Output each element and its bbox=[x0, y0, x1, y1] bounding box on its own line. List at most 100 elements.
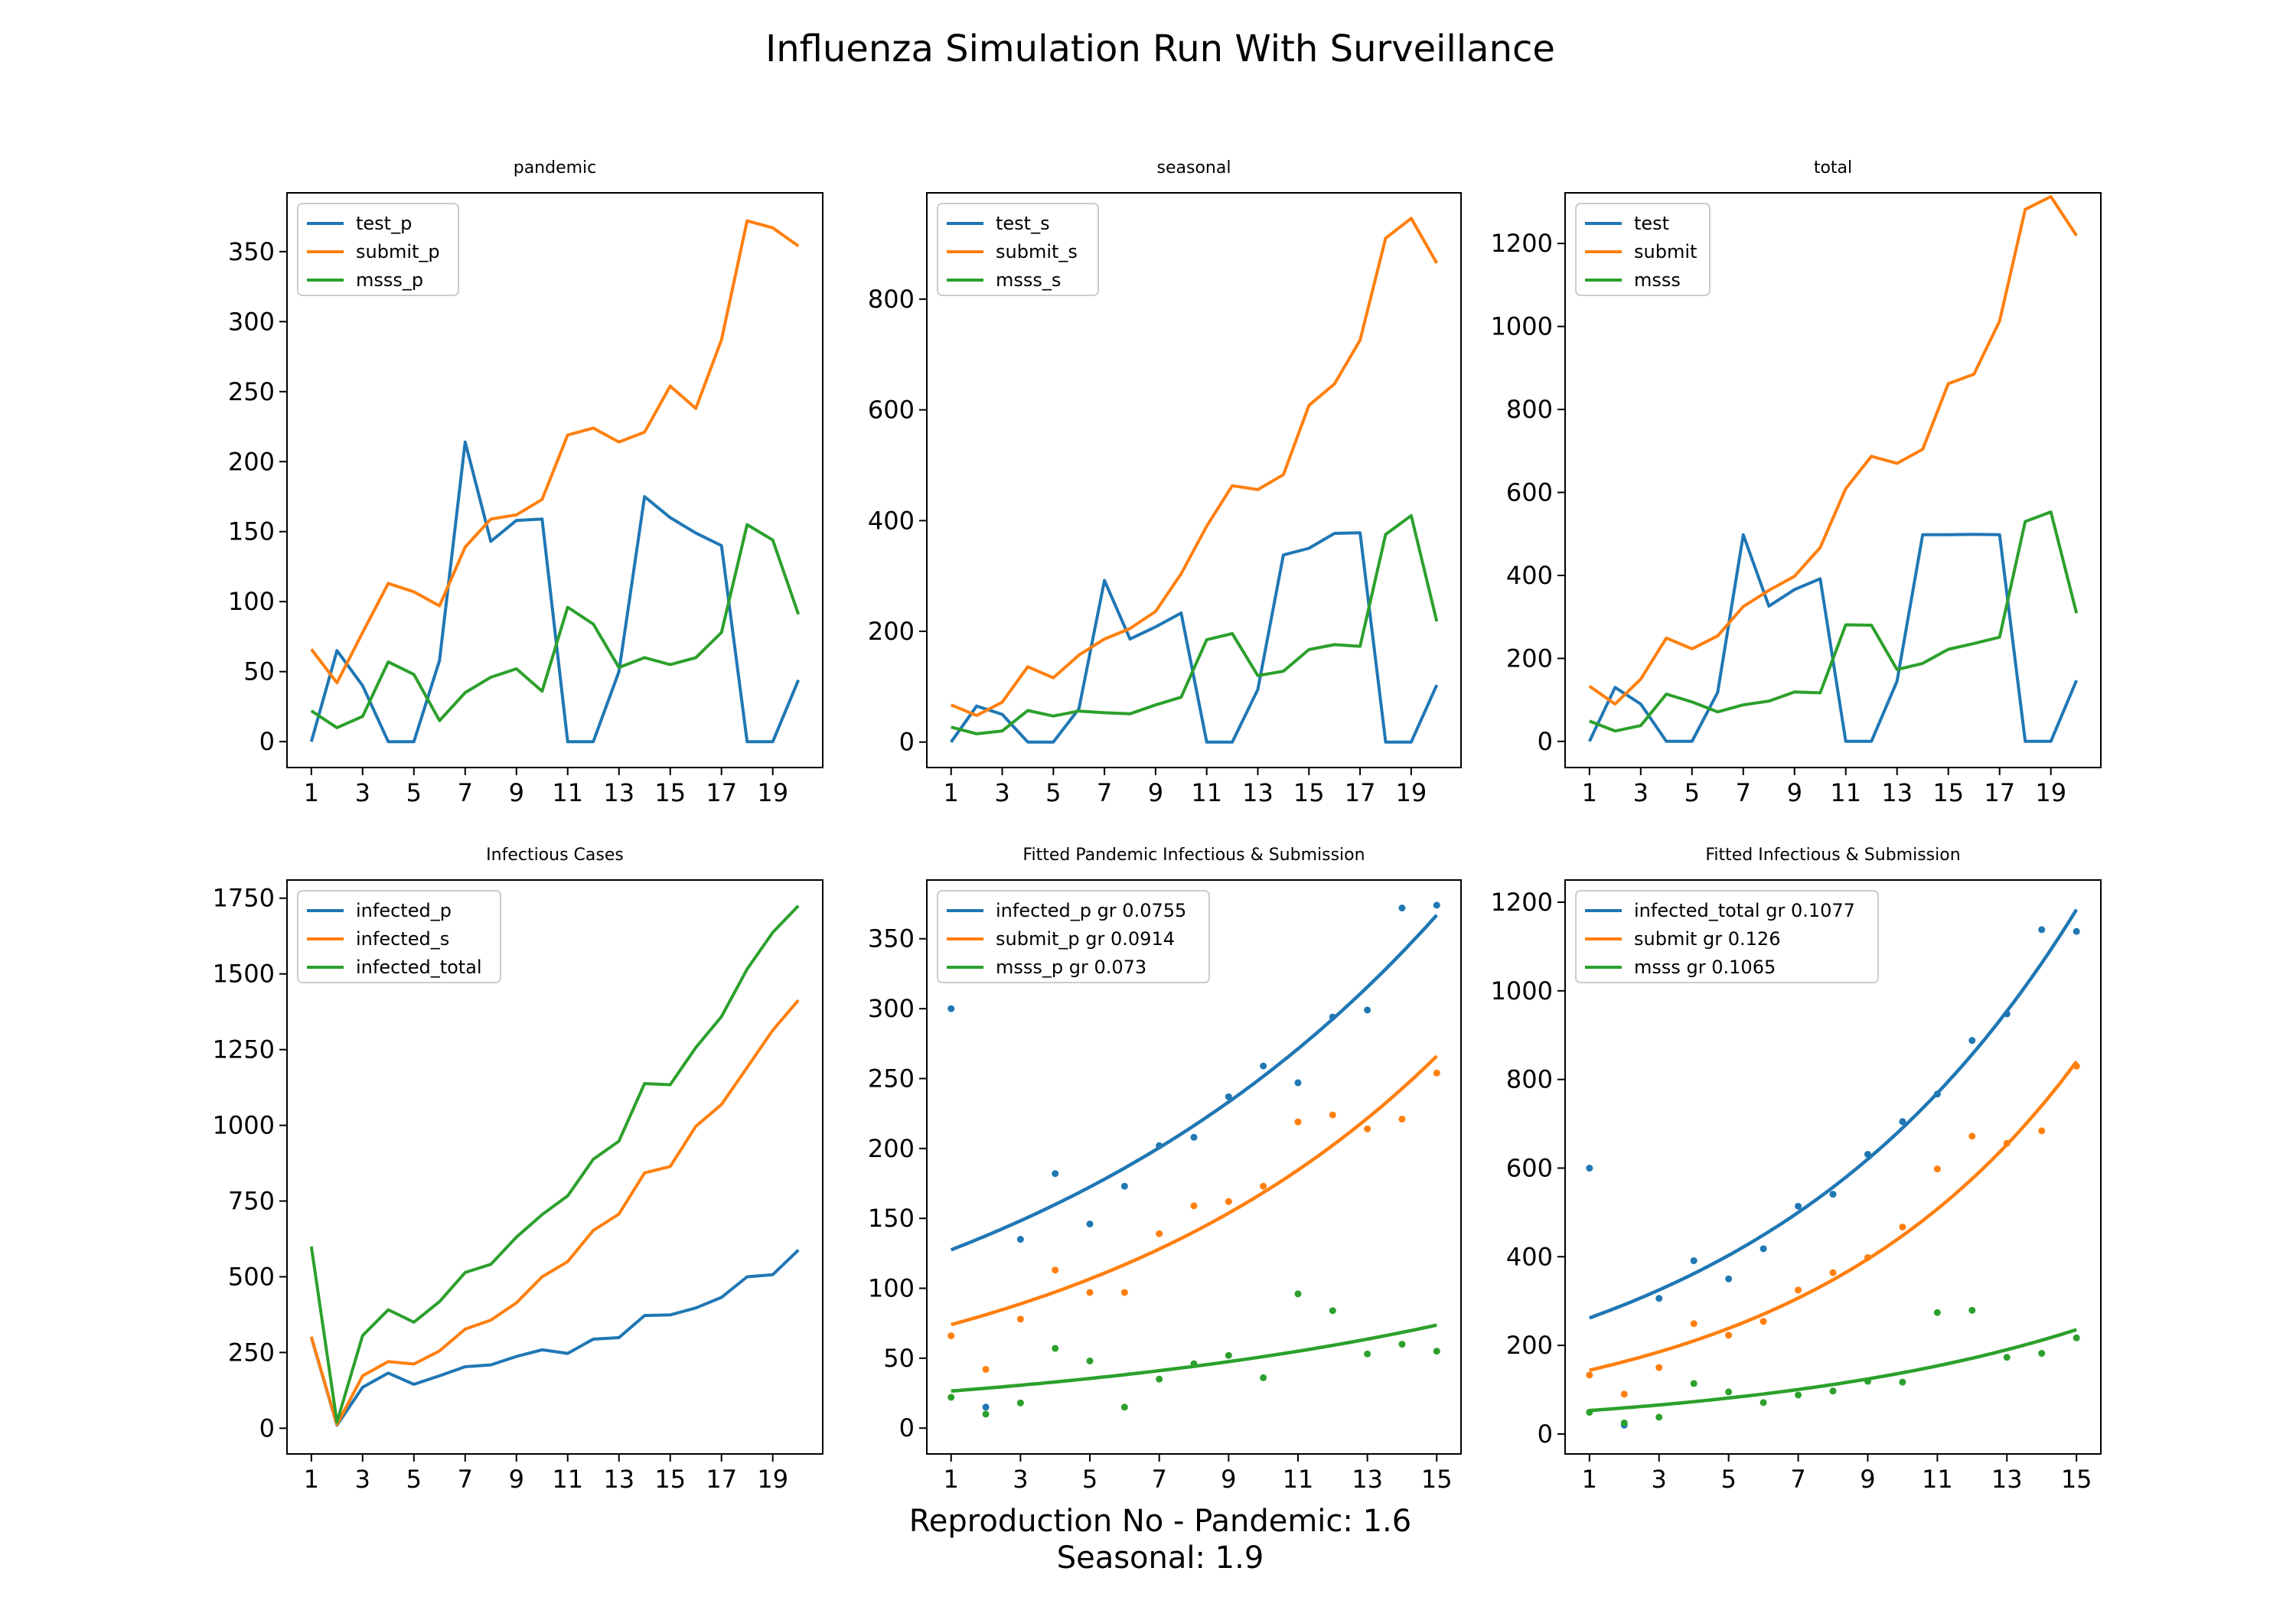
y-tick-label: 600 bbox=[1506, 478, 1553, 507]
y-tick-label: 1000 bbox=[213, 1111, 275, 1140]
y-tick-label: 200 bbox=[228, 447, 275, 476]
x-tick-label: 17 bbox=[706, 778, 737, 807]
legend-box bbox=[297, 890, 501, 983]
legend-label: msss bbox=[1634, 269, 1681, 291]
data-point-submit bbox=[1620, 1390, 1628, 1398]
y-tick-label: 250 bbox=[228, 1338, 275, 1367]
data-point-submit bbox=[1933, 1165, 1941, 1173]
x-tick-label: 3 bbox=[355, 1465, 370, 1494]
fit-curve-submit bbox=[1589, 1060, 2078, 1372]
legend: test_s submit_s msss_s bbox=[937, 203, 1099, 296]
y-tick-label: 750 bbox=[228, 1187, 275, 1216]
y-tick-label: 600 bbox=[1506, 1153, 1553, 1182]
x-tick-label: 15 bbox=[654, 1465, 686, 1494]
y-tick-label: 200 bbox=[868, 617, 915, 646]
subplot-5: Fitted Pandemic Infectious & Submission 1… bbox=[868, 846, 1462, 1494]
y-tick-label: 1000 bbox=[1491, 976, 1553, 1006]
x-tick-label: 11 bbox=[1830, 778, 1861, 807]
data-point-infected_total bbox=[2073, 927, 2080, 935]
data-point-submit_p bbox=[1086, 1289, 1094, 1296]
data-point-submit_p bbox=[1260, 1182, 1267, 1190]
data-point-infected_total bbox=[1899, 1118, 1906, 1126]
legend-label: submit gr 0.126 bbox=[1634, 928, 1780, 950]
data-point-infected_p bbox=[1364, 1006, 1371, 1014]
fit-curve-infected_p bbox=[950, 914, 1438, 1252]
x-tick-label: 9 bbox=[1860, 1465, 1875, 1494]
x-tick-label: 13 bbox=[603, 778, 634, 807]
y-tick-label: 0 bbox=[899, 1413, 915, 1442]
data-point-infected_p bbox=[1398, 905, 1406, 912]
x-tick-label: 9 bbox=[509, 1465, 524, 1494]
figure-title: Influenza Simulation Run With Surveillan… bbox=[765, 28, 1555, 70]
data-point-msss_p bbox=[1052, 1345, 1059, 1352]
fit-curve-submit_p bbox=[951, 1054, 1438, 1327]
legend-box bbox=[937, 203, 1099, 296]
x-tick-label: 13 bbox=[1991, 1465, 2023, 1494]
x-tick-label: 13 bbox=[1352, 1465, 1383, 1494]
data-point-submit_p bbox=[1225, 1198, 1232, 1205]
footer-line-1: Reproduction No - Pandemic: 1.6 bbox=[909, 1504, 1411, 1539]
data-point-msss_p bbox=[1364, 1350, 1371, 1358]
data-point-infected_total bbox=[1968, 1037, 1976, 1045]
data-point-infected_total bbox=[1586, 1164, 1593, 1172]
legend-label: submit_p gr 0.0914 bbox=[996, 928, 1175, 950]
data-point-submit_p bbox=[1052, 1266, 1059, 1274]
x-tick-label: 13 bbox=[603, 1465, 634, 1494]
y-tick-label: 200 bbox=[1506, 1331, 1553, 1360]
data-point-msss_p bbox=[1156, 1375, 1163, 1383]
legend-label: msss gr 0.1065 bbox=[1634, 957, 1776, 978]
data-point-msss bbox=[1933, 1309, 1941, 1316]
y-tick-label: 600 bbox=[868, 396, 915, 425]
x-tick-label: 7 bbox=[1151, 1465, 1166, 1494]
x-tick-label: 3 bbox=[1652, 1465, 1667, 1494]
subplot-title: Fitted Infectious & Submission bbox=[1705, 846, 1960, 865]
x-tick-label: 11 bbox=[1191, 778, 1222, 807]
data-point-submit bbox=[1760, 1318, 1767, 1325]
subplot-title: Fitted Pandemic Infectious & Submission bbox=[1022, 846, 1365, 865]
data-point-submit_p bbox=[1120, 1289, 1128, 1296]
axes-frame bbox=[926, 879, 1462, 1455]
data-point-submit bbox=[1795, 1286, 1802, 1294]
x-tick-label: 9 bbox=[1221, 1465, 1236, 1494]
fit-curve-msss_p bbox=[951, 1323, 1437, 1393]
legend-label: submit bbox=[1634, 241, 1697, 262]
data-point-infected_total bbox=[1725, 1275, 1733, 1283]
y-tick-label: 100 bbox=[228, 587, 275, 616]
x-tick-label: 15 bbox=[654, 778, 686, 807]
x-tick-label: 5 bbox=[1720, 1465, 1736, 1494]
data-point-msss bbox=[1760, 1399, 1767, 1407]
data-point-infected_p bbox=[1294, 1079, 1302, 1087]
data-point-msss_p bbox=[982, 1410, 990, 1418]
data-point-infected_p bbox=[947, 1005, 955, 1012]
x-tick-label: 7 bbox=[1736, 778, 1751, 807]
legend-label: infected_p bbox=[356, 900, 452, 921]
y-tick-label: 250 bbox=[228, 377, 275, 406]
y-tick-label: 800 bbox=[868, 285, 915, 314]
x-tick-label: 15 bbox=[1421, 1465, 1453, 1494]
data-point-infected_p bbox=[1086, 1220, 1094, 1227]
y-tick-label: 350 bbox=[228, 237, 275, 266]
fit-curve-infected_total bbox=[1589, 908, 2079, 1320]
y-tick-label: 400 bbox=[868, 506, 915, 535]
series-line-submit_p bbox=[310, 219, 800, 685]
series-line-infected_s bbox=[309, 999, 800, 1426]
data-point-submit bbox=[1725, 1332, 1733, 1339]
legend: test submit msss bbox=[1575, 203, 1711, 296]
y-tick-label: 0 bbox=[259, 727, 275, 756]
data-point-submit_p bbox=[1329, 1111, 1336, 1119]
x-tick-label: 1 bbox=[1582, 1465, 1597, 1494]
series-line-test_p bbox=[309, 440, 801, 744]
legend-label: infected_p gr 0.0755 bbox=[996, 900, 1186, 921]
data-point-submit bbox=[1690, 1320, 1698, 1328]
legend-label: test_s bbox=[996, 213, 1050, 234]
data-point-submit_p bbox=[1433, 1069, 1440, 1077]
legend-box bbox=[1575, 203, 1711, 296]
data-point-msss_p bbox=[1225, 1351, 1232, 1359]
x-tick-label: 3 bbox=[1633, 778, 1649, 807]
data-point-infected_p bbox=[1016, 1236, 1024, 1244]
subplot-title: seasonal bbox=[1157, 158, 1231, 178]
data-point-submit_p bbox=[1190, 1202, 1198, 1210]
x-tick-label: 11 bbox=[552, 1465, 583, 1494]
